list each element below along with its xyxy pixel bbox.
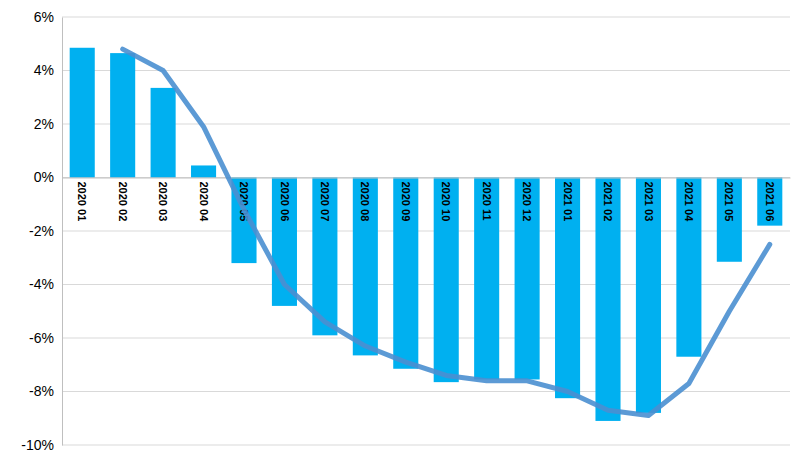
chart: 6% 4% 2% 0% -2% -4% -6% -8% -10% 2020 01 2020 02 20… (0, 0, 798, 459)
x-tick-label: 2020 01 (76, 182, 88, 222)
y-tick-label: -2% (29, 223, 54, 239)
bar (757, 178, 782, 226)
x-tick-label: 2020 02 (117, 182, 129, 222)
y-tick-label: -6% (29, 330, 54, 346)
y-tick: 0% (34, 169, 62, 185)
y-tick-label: 6% (34, 9, 54, 25)
x-axis-line (63, 178, 791, 179)
y-tick: -2% (29, 223, 62, 239)
x-tick: 2021 04 (683, 178, 695, 223)
y-tick: -8% (29, 383, 62, 399)
x-tick-label: 2020 09 (400, 182, 412, 222)
x-tick: 2020 10 (440, 178, 452, 222)
x-tick: 2020 01 (76, 178, 88, 222)
y-tick: -6% (29, 330, 62, 346)
x-tick-label: 2020 03 (157, 182, 169, 222)
y-axis: 6% 4% 2% 0% -2% -4% -6% -8% -10% (21, 9, 62, 453)
bars (70, 48, 783, 421)
bar (353, 178, 378, 356)
x-tick: 2020 04 (198, 178, 210, 223)
x-tick: 2020 06 (279, 178, 291, 222)
x-tick: 2020 07 (319, 178, 331, 222)
bar (636, 178, 661, 413)
x-tick-label: 2021 04 (683, 182, 695, 223)
y-tick-label: -8% (29, 383, 54, 399)
y-tick: 4% (34, 62, 62, 78)
bar (555, 178, 580, 399)
x-tick-label: 2021 01 (562, 182, 574, 222)
x-tick-label: 2020 06 (279, 182, 291, 222)
y-tick-label: 4% (34, 62, 54, 78)
x-tick: 2020 02 (117, 178, 129, 222)
x-tick-label: 2020 11 (481, 182, 493, 221)
grid-line (62, 70, 790, 71)
bar (717, 178, 742, 262)
x-tick: 2021 05 (723, 178, 735, 222)
y-tick: 6% (34, 9, 62, 25)
y-tick-label: -10% (21, 437, 54, 453)
y-axis-line (62, 18, 63, 446)
bar (393, 178, 418, 369)
x-tick: 2020 03 (157, 178, 169, 222)
x-tick-label: 2020 04 (198, 182, 210, 223)
bar (434, 178, 459, 383)
x-tick: 2020 12 (521, 178, 533, 222)
x-tick-label: 2021 06 (764, 182, 776, 222)
bar (70, 48, 95, 178)
x-tick-label: 2021 02 (602, 182, 614, 222)
y-tick-label: 0% (34, 169, 54, 185)
x-tick-label: 2020 08 (359, 182, 371, 222)
y-tick-label: 2% (34, 116, 54, 132)
grid-line (62, 17, 790, 18)
line (123, 49, 770, 415)
x-tick-label: 2020 10 (440, 182, 452, 222)
grid-line (62, 445, 790, 446)
x-tick: 2020 11 (481, 178, 493, 221)
bar (595, 178, 620, 421)
x-tick-label: 2021 03 (643, 182, 655, 222)
x-tick: 2021 03 (643, 178, 655, 222)
x-tick-label: 2020 12 (521, 182, 533, 222)
x-axis: 2020 012020 022020 032020 042020 052020 … (63, 178, 791, 223)
bar (474, 178, 499, 380)
x-tick: 2021 06 (764, 178, 776, 222)
x-tick-label: 2020 07 (319, 182, 331, 222)
x-tick-label: 2021 05 (723, 182, 735, 222)
y-tick: 2% (34, 116, 62, 132)
bar (151, 88, 176, 178)
grid (62, 17, 790, 445)
bar (191, 165, 216, 177)
x-tick: 2021 02 (602, 178, 614, 222)
bar (676, 178, 701, 357)
bar (110, 53, 135, 177)
y-tick: -10% (21, 437, 62, 453)
y-tick-label: -4% (29, 276, 54, 292)
lines (123, 49, 770, 415)
x-tick: 2020 08 (359, 178, 371, 222)
y-tick: -4% (29, 276, 62, 292)
bar (515, 178, 540, 380)
x-tick: 2021 01 (562, 178, 574, 222)
x-tick: 2020 09 (400, 178, 412, 222)
